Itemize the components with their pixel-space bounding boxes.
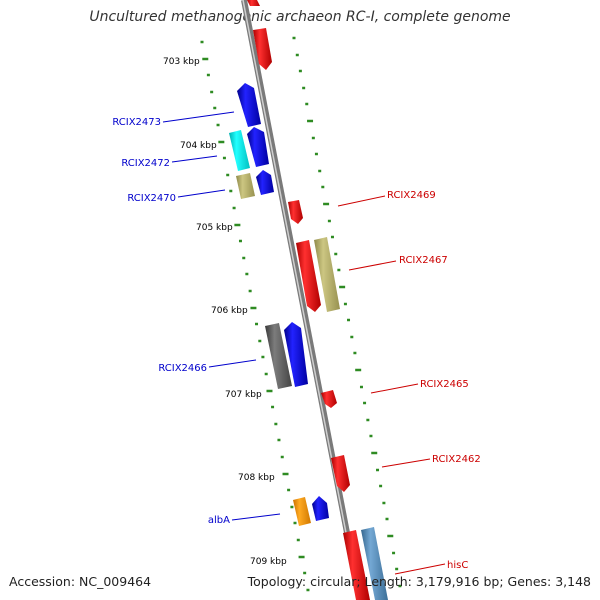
gene-alba-orange xyxy=(293,497,311,526)
reverse-strand-genes xyxy=(247,0,388,600)
gene-label-alba[interactable]: albA xyxy=(208,515,230,526)
accession-text: Accession: NC_009464 xyxy=(9,574,152,589)
leader-lines xyxy=(162,111,446,575)
tick-marks xyxy=(200,36,402,592)
kbp-label: 704 kbp xyxy=(180,141,217,151)
genome-summary-text: Topology: circular; Length: 3,179,916 bp… xyxy=(247,574,591,589)
gene-reverse-top xyxy=(247,0,260,6)
leader-line-rcix2467 xyxy=(348,260,397,271)
gene-alba-blue xyxy=(312,496,329,521)
gene-rcix2466-blue xyxy=(284,322,308,387)
leader-line-rcix2470 xyxy=(177,189,226,198)
leader-line-rcix2462 xyxy=(381,458,431,468)
leader-line-rcix2465 xyxy=(370,383,419,394)
gene-rcix2467-red xyxy=(296,240,321,312)
gene-rcix2467-khaki xyxy=(314,237,340,312)
kbp-label: 708 kbp xyxy=(238,473,275,483)
gene-rcix2466-gray xyxy=(265,323,292,389)
gene-label-rcix2465[interactable]: RCIX2465 xyxy=(420,379,469,390)
gene-label-rcix2472[interactable]: RCIX2472 xyxy=(121,158,170,169)
gene-label-rcix2467[interactable]: RCIX2467 xyxy=(399,255,448,266)
genome-backbone-highlight xyxy=(242,0,360,600)
kbp-label: 706 kbp xyxy=(211,306,248,316)
forward-strand-genes xyxy=(229,83,329,526)
gene-label-rcix2462[interactable]: RCIX2462 xyxy=(432,454,481,465)
gene-label-rcix2469[interactable]: RCIX2469 xyxy=(387,190,436,201)
map-title: Uncultured methanogenic archaeon RC-I, c… xyxy=(89,9,511,25)
gene-hisc xyxy=(361,527,388,600)
gene-rcix2473 xyxy=(237,83,261,127)
leader-line-rcix2469 xyxy=(337,195,386,207)
leader-line-alba xyxy=(231,513,281,521)
kbp-label: 709 kbp xyxy=(250,557,287,567)
gene-rcix2472-blue xyxy=(247,127,269,167)
leader-line-rcix2473 xyxy=(162,111,235,123)
kbp-label: 705 kbp xyxy=(196,223,233,233)
gene-rcix2469 xyxy=(288,200,303,224)
gene-rcix2462 xyxy=(331,455,350,492)
gene-label-hisc[interactable]: hisC xyxy=(447,560,468,571)
gene-label-rcix2473[interactable]: RCIX2473 xyxy=(112,117,161,128)
genome-backbone xyxy=(241,0,363,600)
gene-rcix2470-blue xyxy=(256,170,274,195)
gene-rcix2465 xyxy=(321,390,337,408)
gene-rcix2472-cyan xyxy=(229,130,250,171)
leader-line-rcix2472 xyxy=(171,155,218,163)
gene-reverse-1 xyxy=(253,28,272,70)
kbp-scale: 703 kbp 704 kbp 705 kbp 706 kbp 707 kbp … xyxy=(163,57,287,567)
gene-label-rcix2470[interactable]: RCIX2470 xyxy=(127,193,176,204)
leader-line-rcix2466 xyxy=(208,359,257,368)
leader-line-hisc xyxy=(394,563,446,575)
kbp-label: 703 kbp xyxy=(163,57,200,67)
gene-label-rcix2466[interactable]: RCIX2466 xyxy=(158,363,207,374)
gene-labels-left: RCIX2473 RCIX2472 RCIX2470 RCIX2466 albA xyxy=(112,117,230,526)
kbp-label: 707 kbp xyxy=(225,390,262,400)
gene-rcix2470-khaki xyxy=(236,173,255,199)
gene-labels-right: RCIX2469 RCIX2467 RCIX2465 RCIX2462 hisC xyxy=(387,190,481,571)
gene-reverse-bottom-red xyxy=(343,530,370,600)
